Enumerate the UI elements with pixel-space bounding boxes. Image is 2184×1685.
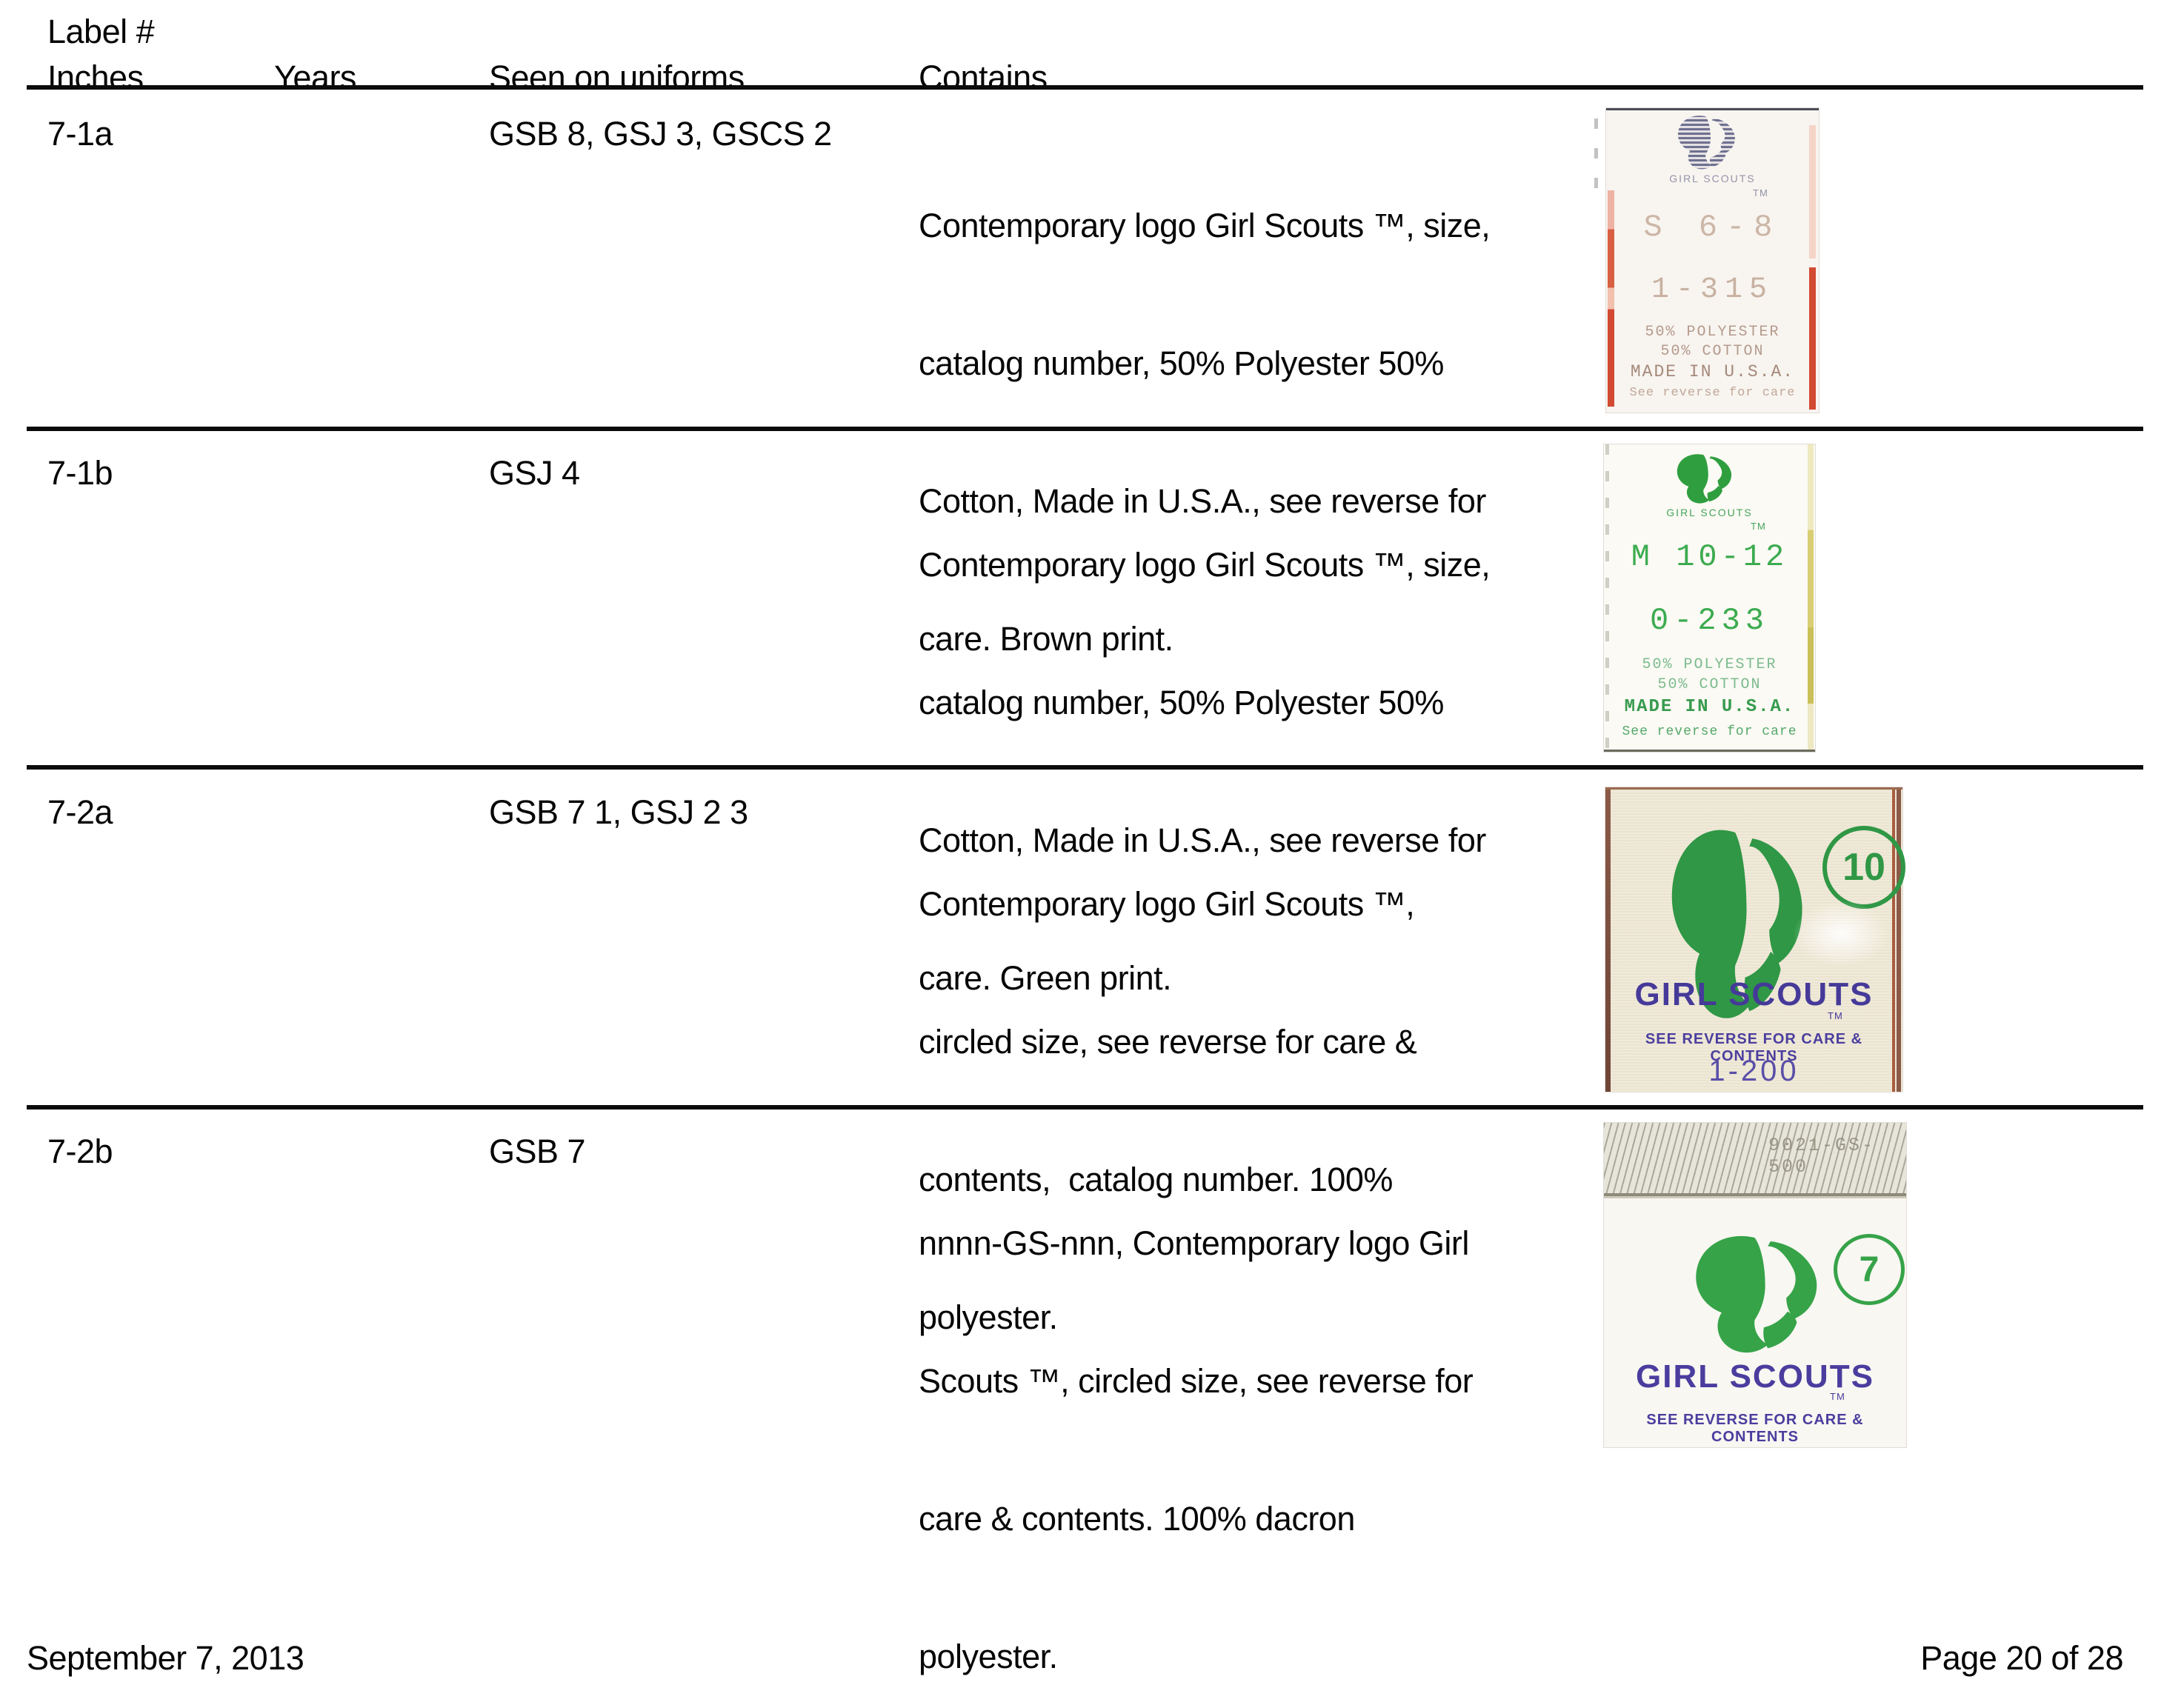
fabric-stamp-number: 9021-GS-500 [1768,1135,1876,1178]
label-size-text: M 10-12 [1631,539,1788,575]
row-uniforms: GSB 7 [489,1132,586,1170]
contains-line: circled size, see reverse for care & [919,1023,1417,1061]
circled-size-badge: 7 [1834,1234,1905,1305]
label-size-text: S 6-8 [1643,210,1782,245]
row-divider [27,765,2143,770]
header-label-number: Label # [47,13,155,50]
label-photo-7-1a: GIRL SCOUTS TM S 6-8 1-315 50% POLYESTER… [1606,108,1819,413]
girl-scouts-trefoil-icon [1676,115,1738,171]
row-contains: Contemporary logo Girl Scouts ™, size, c… [919,450,1491,1093]
label-brand-text: GIRL SCOUTS [1636,1358,1874,1395]
selvage-stripe [1892,790,1895,1092]
label-content-line: See reverse for care [1622,724,1797,739]
label-catalog-number: 1-200 [1708,1055,1800,1087]
scan-smudge [1594,119,1598,207]
contains-line: polyester. [919,1298,1058,1336]
contains-line: Contemporary logo Girl Scouts ™, [919,885,1415,923]
column-header-contains: Contains [919,59,1048,96]
footer-date: September 7, 2013 [27,1639,304,1677]
contains-line: contents, catalog number. 100% [919,1161,1393,1198]
contains-line: care & contents. 100% dacron [919,1500,1355,1538]
seam-line [1604,1193,1906,1196]
contains-line: Cotton, Made in U.S.A., see reverse for [919,821,1486,859]
row-label-number: 7-2a [47,793,113,831]
footer-page-number: Page 20 of 28 [1920,1639,2123,1677]
row-contains: Contemporary logo Girl Scouts ™, size, c… [919,111,1491,754]
contains-line: Scouts ™, circled size, see reverse for [919,1362,1474,1400]
girl-scouts-trefoil-icon [1691,1234,1823,1357]
selvage-stripe [1897,790,1901,1092]
row-label-number: 7-2b [47,1132,113,1170]
selvage-stripe [1809,125,1816,258]
header-divider [27,85,2143,90]
label-content-line: 50% POLYESTER [1642,656,1777,673]
contains-line: Contemporary logo Girl Scouts ™, size, [919,207,1491,244]
selvage-stripe [1808,444,1814,750]
selvage-stripe [1608,190,1614,407]
label-photo-7-1b: GIRL SCOUTS TM M 10-12 0-233 50% POLYEST… [1604,444,1815,752]
label-content-line: See reverse for care [1629,386,1796,400]
label-photo-7-2a: 10 GIRL SCOUTS TM SEE REVERSE FOR CARE &… [1605,787,1905,1092]
label-content-line: MADE IN U.S.A. [1630,362,1795,381]
contains-line: polyester. [919,1638,1058,1675]
trademark-mark: TM [1828,1010,1843,1021]
contains-line: nnnn-GS-nnn, Contemporary logo Girl [919,1224,1469,1262]
column-header-inches: Inches [47,59,144,96]
row-uniforms: GSB 7 1, GSJ 2 3 [489,793,748,831]
column-header-years: Years [274,59,356,96]
contains-line: Cotton, Made in U.S.A., see reverse for [919,482,1486,520]
row-uniforms: GSB 8, GSJ 3, GSCS 2 [489,115,832,153]
row-label-number: 7-1b [47,454,113,492]
label-care-text: SEE REVERSE FOR CARE & CONTENTS [1646,1412,1864,1445]
fabric-stain [1793,901,1889,967]
label-brand-text: GIRL SCOUTS [1669,173,1756,184]
contains-line: care. Brown print. [919,620,1173,658]
label-photo-7-2b: 9021-GS-500 7 GIRL SCOUTS TM SEE REVERSE… [1604,1123,1906,1447]
row-divider [27,1105,2143,1110]
trademark-mark: TM [1753,187,1768,198]
scanline-texture [1676,115,1738,171]
column-header-uniforms: Seen on uniforms [489,59,745,96]
girl-scouts-trefoil-icon [1675,453,1734,505]
seam-line [1604,1196,1906,1198]
label-content-line: 50% COTTON [1660,343,1765,360]
selvage-stripe [1605,444,1609,750]
row-uniforms: GSJ 4 [489,454,580,492]
row-divider [27,427,2143,431]
row-contains: Contemporary logo Girl Scouts ™, circled… [919,790,1417,1432]
label-content-line: 50% COTTON [1657,676,1762,693]
selvage-stripe [1605,790,1611,1092]
trademark-mark: TM [1751,521,1766,532]
label-brand-text: GIRL SCOUTS [1634,976,1874,1012]
label-content-line: MADE IN U.S.A. [1624,697,1795,717]
row-label-number: 7-1a [47,115,113,153]
label-catalog-number: 0-233 [1649,603,1770,638]
contains-line: Contemporary logo Girl Scouts ™, size, [919,546,1491,584]
label-brand-text: GIRL SCOUTS [1666,507,1753,518]
contains-line: care. Green print. [919,959,1172,997]
contains-line: catalog number, 50% Polyester 50% [919,344,1444,382]
label-content-line: 50% POLYESTER [1645,324,1780,341]
row-contains: nnnn-GS-nnn, Contemporary logo Girl Scou… [919,1129,1474,1685]
contains-line: catalog number, 50% Polyester 50% [919,684,1444,721]
serged-fabric-edge [1604,1123,1906,1193]
trademark-mark: TM [1830,1391,1845,1402]
label-care-text: SEE REVERSE FOR CARE & CONTENTS [1645,1031,1863,1064]
label-catalog-number: 1-315 [1651,273,1774,307]
circled-size-badge: 10 [1822,826,1905,909]
selvage-stripe [1809,267,1816,410]
